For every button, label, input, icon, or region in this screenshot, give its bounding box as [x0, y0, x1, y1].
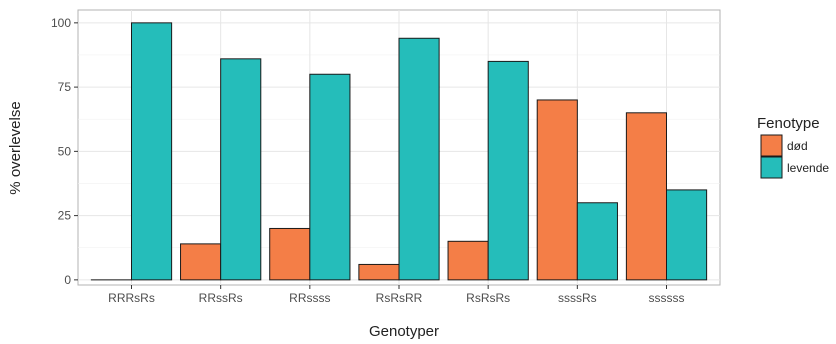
x-axis-ticks: RRRsRs RRssRs RRssss RsRsRR RsRsRs ssssRs ssss… [108, 285, 685, 305]
y-axis-title: % overlevelse [7, 101, 24, 194]
y-tick-label: 75 [58, 80, 72, 94]
x-tick-label: RsRsRR [376, 291, 423, 305]
x-tick-label: RsRsRs [466, 291, 510, 305]
bar-levende-RsRsRR [398, 37, 440, 281]
bar-levende-RRssss [309, 73, 351, 281]
y-axis-ticks: 0 25 50 75 100 [51, 16, 78, 287]
y-tick-label: 100 [51, 16, 71, 30]
x-tick-label: ssssRs [558, 291, 597, 305]
bar-dod-RRssRs [180, 243, 222, 281]
bar-levende-RsRsRs [487, 60, 529, 281]
x-tick-label: RRRsRs [108, 291, 155, 305]
legend-label-levende: levende [787, 161, 829, 175]
legend: Fenotype død levende [757, 115, 829, 179]
x-tick-label: ssssss [649, 291, 685, 305]
x-tick-label: RRssss [289, 291, 330, 305]
bar-levende-ssssss [666, 189, 708, 281]
legend-label-dod: død [787, 139, 808, 153]
legend-key-levende [760, 156, 783, 179]
bar-levende-RRRsRs [131, 22, 173, 281]
y-tick-label: 0 [64, 273, 71, 287]
legend-title: Fenotype [757, 115, 820, 132]
bar-dod-ssssss [625, 112, 667, 281]
legend-key-dod [760, 134, 783, 157]
bar-dod-RsRsRR [358, 263, 400, 281]
bars [90, 22, 708, 281]
x-tick-label: RRssRs [199, 291, 243, 305]
bar-dod-ssssRs [536, 99, 578, 281]
bar-dod-RsRsRs [447, 240, 489, 281]
bar-levende-RRssRs [220, 58, 262, 281]
y-tick-label: 50 [58, 144, 72, 158]
x-axis-title: Genotyper [369, 323, 439, 340]
bar-levende-ssssRs [576, 202, 618, 281]
bar-dod-RRssss [269, 227, 311, 281]
y-tick-label: 25 [58, 209, 72, 223]
